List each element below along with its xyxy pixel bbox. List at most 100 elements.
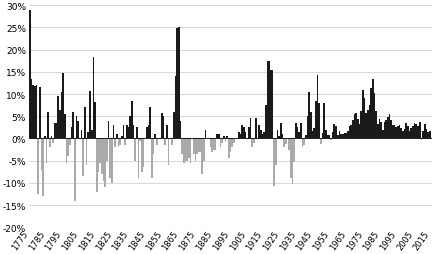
- Bar: [404, 124, 406, 139]
- Bar: [291, 139, 293, 184]
- Bar: [132, 126, 134, 139]
- Bar: [196, 139, 197, 154]
- Bar: [395, 128, 396, 139]
- Bar: [388, 115, 389, 139]
- Bar: [187, 139, 189, 159]
- Bar: [32, 86, 34, 139]
- Bar: [274, 139, 276, 165]
- Bar: [168, 139, 169, 165]
- Bar: [219, 139, 221, 148]
- Bar: [316, 75, 318, 139]
- Bar: [182, 139, 184, 163]
- Bar: [119, 139, 121, 146]
- Bar: [247, 128, 249, 139]
- Bar: [146, 128, 148, 139]
- Bar: [368, 105, 369, 139]
- Bar: [201, 139, 203, 174]
- Bar: [77, 121, 79, 139]
- Bar: [49, 139, 51, 148]
- Bar: [253, 139, 254, 143]
- Bar: [389, 120, 391, 139]
- Bar: [403, 129, 404, 139]
- Bar: [353, 115, 355, 139]
- Bar: [308, 92, 309, 139]
- Bar: [116, 135, 117, 139]
- Bar: [356, 119, 358, 139]
- Bar: [418, 122, 420, 139]
- Bar: [293, 139, 294, 162]
- Bar: [379, 123, 381, 139]
- Bar: [383, 123, 385, 139]
- Bar: [288, 139, 289, 150]
- Bar: [376, 125, 378, 139]
- Bar: [294, 123, 296, 139]
- Bar: [114, 139, 116, 148]
- Bar: [121, 137, 122, 139]
- Bar: [296, 128, 298, 139]
- Bar: [111, 139, 112, 183]
- Bar: [358, 125, 359, 139]
- Bar: [244, 132, 246, 139]
- Bar: [312, 129, 314, 139]
- Bar: [117, 139, 119, 148]
- Bar: [411, 127, 413, 139]
- Bar: [428, 132, 430, 139]
- Bar: [298, 132, 299, 139]
- Bar: [105, 139, 107, 161]
- Bar: [101, 139, 102, 174]
- Bar: [371, 79, 373, 139]
- Bar: [231, 139, 233, 148]
- Bar: [87, 132, 89, 139]
- Bar: [268, 61, 269, 139]
- Bar: [349, 125, 351, 139]
- Bar: [171, 139, 172, 146]
- Bar: [329, 139, 331, 141]
- Bar: [184, 139, 186, 161]
- Bar: [259, 130, 261, 139]
- Bar: [391, 126, 393, 139]
- Bar: [281, 135, 283, 139]
- Bar: [408, 132, 410, 139]
- Bar: [136, 128, 138, 139]
- Bar: [162, 117, 164, 139]
- Bar: [378, 120, 379, 139]
- Bar: [385, 121, 386, 139]
- Bar: [381, 131, 383, 139]
- Bar: [203, 139, 204, 161]
- Bar: [174, 77, 176, 139]
- Bar: [289, 139, 291, 179]
- Bar: [336, 136, 338, 139]
- Bar: [122, 126, 124, 139]
- Bar: [413, 124, 414, 139]
- Bar: [51, 137, 52, 139]
- Bar: [318, 104, 319, 139]
- Bar: [59, 111, 61, 139]
- Bar: [400, 129, 401, 139]
- Bar: [276, 130, 278, 139]
- Bar: [151, 139, 152, 179]
- Bar: [81, 130, 82, 139]
- Bar: [69, 139, 71, 146]
- Bar: [269, 70, 271, 139]
- Bar: [204, 130, 206, 139]
- Bar: [42, 139, 44, 196]
- Bar: [124, 139, 126, 146]
- Bar: [420, 139, 421, 141]
- Bar: [199, 139, 201, 152]
- Bar: [326, 135, 328, 139]
- Bar: [339, 135, 341, 139]
- Bar: [284, 139, 286, 144]
- Bar: [216, 135, 217, 139]
- Bar: [309, 112, 311, 139]
- Bar: [39, 87, 40, 139]
- Bar: [283, 139, 284, 148]
- Bar: [107, 121, 109, 139]
- Bar: [241, 126, 243, 139]
- Bar: [72, 112, 74, 139]
- Bar: [224, 139, 226, 141]
- Bar: [64, 115, 66, 139]
- Bar: [348, 126, 349, 139]
- Bar: [221, 139, 223, 143]
- Bar: [311, 131, 312, 139]
- Bar: [109, 139, 111, 179]
